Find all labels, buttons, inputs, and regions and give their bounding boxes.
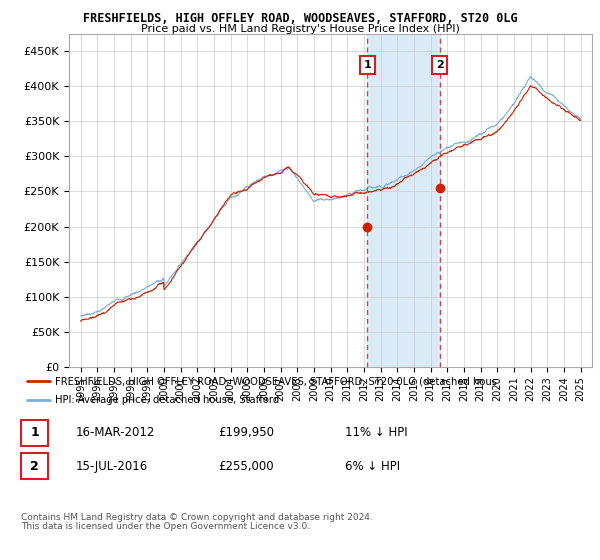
Text: £255,000: £255,000 xyxy=(218,460,274,473)
FancyBboxPatch shape xyxy=(21,419,49,446)
Text: 1: 1 xyxy=(30,426,39,439)
Text: Price paid vs. HM Land Registry's House Price Index (HPI): Price paid vs. HM Land Registry's House … xyxy=(140,24,460,34)
Text: £199,950: £199,950 xyxy=(218,426,275,439)
Text: 2: 2 xyxy=(436,60,443,70)
FancyBboxPatch shape xyxy=(21,453,49,479)
Text: FRESHFIELDS, HIGH OFFLEY ROAD, WOODSEAVES, STAFFORD, ST20 0LG (detached hous: FRESHFIELDS, HIGH OFFLEY ROAD, WOODSEAVE… xyxy=(55,376,497,386)
Bar xyxy=(367,34,440,367)
Text: 15-JUL-2016: 15-JUL-2016 xyxy=(76,460,148,473)
Text: 1: 1 xyxy=(364,60,371,70)
Text: This data is licensed under the Open Government Licence v3.0.: This data is licensed under the Open Gov… xyxy=(21,522,310,531)
Text: 2: 2 xyxy=(30,460,39,473)
Text: FRESHFIELDS, HIGH OFFLEY ROAD, WOODSEAVES, STAFFORD, ST20 0LG: FRESHFIELDS, HIGH OFFLEY ROAD, WOODSEAVE… xyxy=(83,12,517,25)
Text: 16-MAR-2012: 16-MAR-2012 xyxy=(76,426,155,439)
Text: Contains HM Land Registry data © Crown copyright and database right 2024.: Contains HM Land Registry data © Crown c… xyxy=(21,513,373,522)
Text: 6% ↓ HPI: 6% ↓ HPI xyxy=(344,460,400,473)
Text: HPI: Average price, detached house, Stafford: HPI: Average price, detached house, Staf… xyxy=(55,395,280,405)
Text: 11% ↓ HPI: 11% ↓ HPI xyxy=(344,426,407,439)
